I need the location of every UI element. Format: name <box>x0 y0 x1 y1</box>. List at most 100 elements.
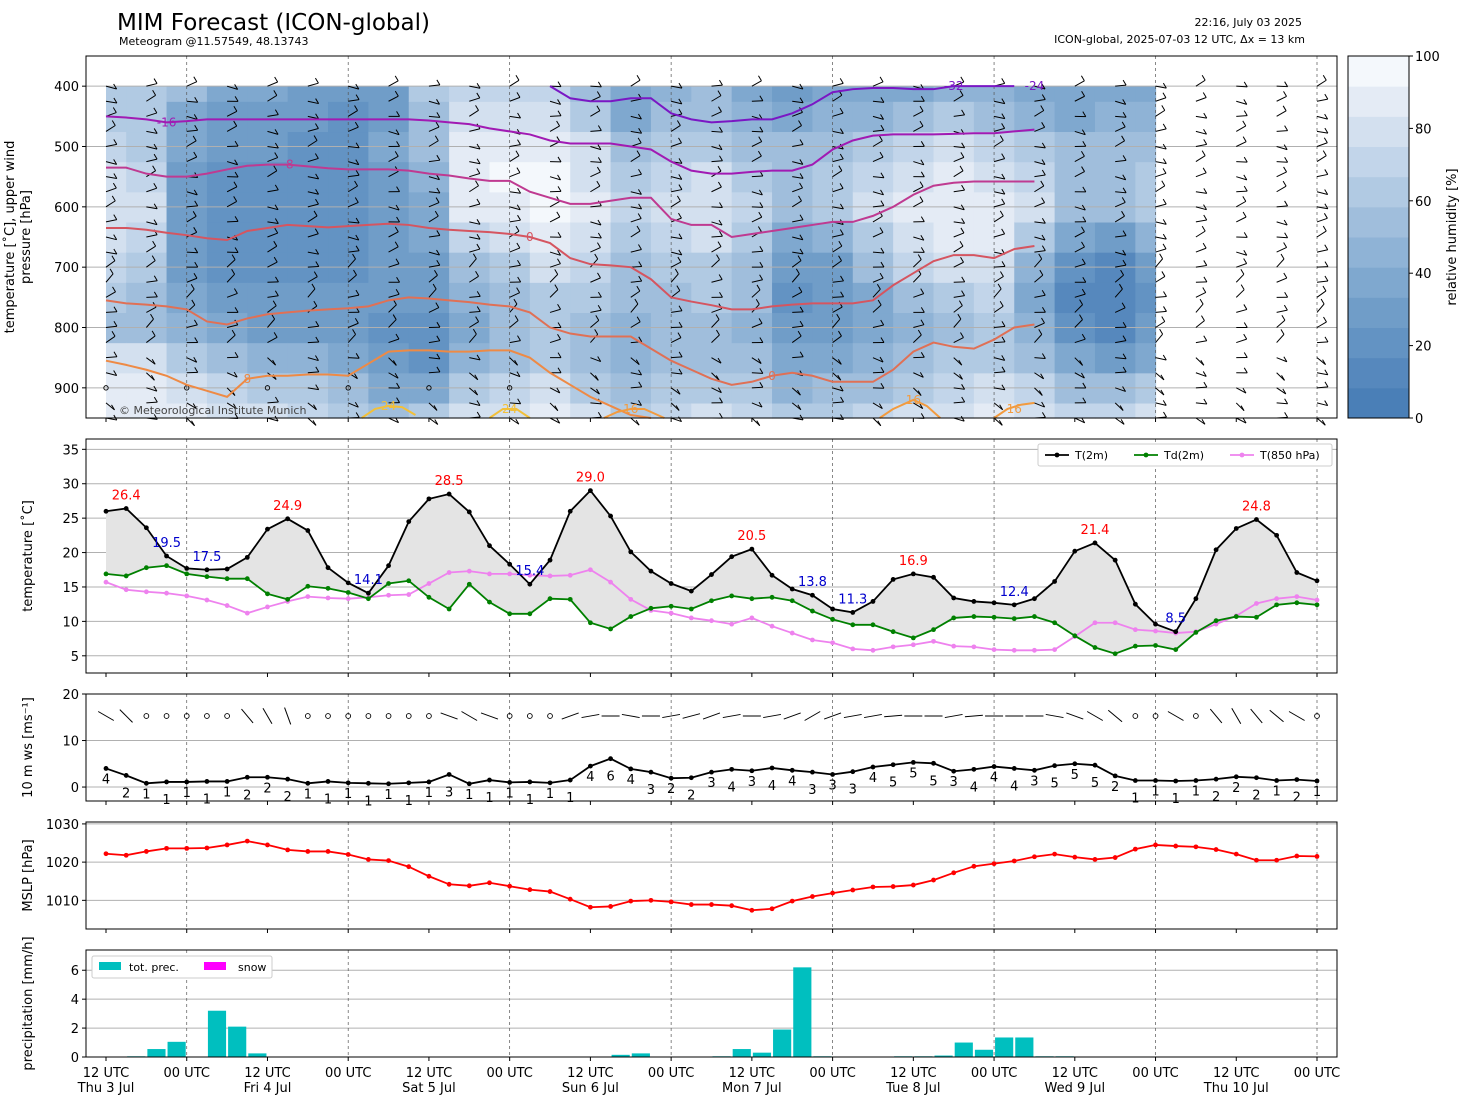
humidity-cell <box>852 402 894 419</box>
wind-barb-flag <box>1041 122 1046 128</box>
humidity-cell <box>1135 221 1157 253</box>
data-point <box>446 570 452 575</box>
data-point <box>285 776 291 782</box>
data-point <box>688 606 694 612</box>
wind-barb-flag <box>233 288 238 294</box>
wind-barb <box>1195 320 1205 328</box>
wind-barb-flag <box>715 375 720 381</box>
data-point <box>1173 629 1179 635</box>
humidity-cell <box>570 402 612 419</box>
data-point <box>305 849 311 854</box>
wind-barb-flag <box>1001 261 1006 267</box>
humidity-cell <box>206 86 248 102</box>
wind-barb-flag <box>1082 397 1087 403</box>
wind-barb-flag <box>436 187 441 194</box>
wind-speed-label: 5 <box>1050 777 1058 792</box>
wind-barb-flag <box>113 370 118 376</box>
data-point <box>1314 602 1320 608</box>
wind-barb-flag <box>1243 304 1248 310</box>
wind-speed-label: 3 <box>1030 774 1038 789</box>
wind-barb <box>590 205 602 208</box>
wind-barb-flag <box>193 151 198 158</box>
wind-barb <box>307 387 319 391</box>
data-point <box>810 894 815 899</box>
wind-barb <box>953 417 965 422</box>
data-point <box>1213 547 1219 553</box>
data-point <box>325 585 331 591</box>
wind-barb <box>469 248 481 253</box>
data-point <box>184 779 190 785</box>
wind-barb-flag <box>436 366 441 373</box>
wind-barb-flag <box>517 112 521 119</box>
wind-barb-flag <box>838 165 843 171</box>
wind-barb-flag <box>395 204 400 211</box>
wind-barb <box>1034 334 1043 343</box>
wind-barb-flag <box>1163 291 1167 297</box>
data-point <box>164 563 169 569</box>
wind-barb-flag <box>1001 384 1006 391</box>
wind-barb-flag <box>718 219 723 226</box>
wind-barb <box>751 289 761 298</box>
wind-barb <box>953 261 964 268</box>
wind-barb-flag <box>717 387 722 393</box>
wind-barb-flag <box>880 383 885 389</box>
wind-barb-flag <box>759 382 764 388</box>
calm-wind-marker <box>405 713 412 719</box>
wind-barb <box>348 174 360 178</box>
wind-barb <box>1236 338 1247 344</box>
wind-barb-flag <box>799 414 804 421</box>
wind-barb <box>307 203 319 208</box>
wind-barb-flag <box>718 106 722 112</box>
wind-barb <box>428 126 440 132</box>
wind-barb-flag <box>878 403 883 409</box>
wind-barb <box>872 129 884 132</box>
wind-barb <box>792 219 804 223</box>
wind-barb <box>1034 221 1046 224</box>
wind-barb <box>1034 98 1046 102</box>
wind-barb <box>711 235 723 238</box>
data-point <box>608 579 613 585</box>
wind-barb <box>469 402 481 406</box>
wind-barb <box>832 130 844 135</box>
x-tick-label: 12 UTC <box>567 1066 613 1081</box>
wind-barb <box>1115 100 1126 105</box>
wind-barb <box>993 158 1005 163</box>
wind-barb-flag <box>1243 333 1248 340</box>
wind-barb <box>1316 266 1329 268</box>
wind-barb <box>348 322 359 328</box>
wind-speed-label: 5 <box>1091 776 1099 791</box>
data-point <box>1254 601 1259 606</box>
data-point <box>244 838 250 844</box>
y-tick-label: 15 <box>62 581 79 596</box>
wind-barb <box>469 185 479 193</box>
wind-barb-flag <box>1122 322 1127 328</box>
wind-barb <box>105 219 117 223</box>
wind-barb-flag <box>920 95 925 102</box>
data-point <box>668 775 674 781</box>
wind-barb <box>105 402 115 411</box>
precipitation-bar <box>934 1055 953 1057</box>
wind-barb-flag <box>1203 260 1208 266</box>
wind-barb-flag <box>1242 417 1247 424</box>
wind-barb-flag <box>638 113 642 120</box>
wind-barb-flag <box>1041 245 1046 251</box>
wind-barb <box>872 176 884 179</box>
isotherm-label: 24 <box>381 399 396 413</box>
wind-barb-flag <box>1122 187 1127 194</box>
wind-barb <box>1276 221 1288 226</box>
wind-barb <box>549 201 560 208</box>
wind-barb-flag <box>1201 150 1206 156</box>
wind-barb-flag <box>634 298 639 305</box>
wind-barb <box>105 100 117 104</box>
data-point <box>567 896 573 902</box>
wind-barb <box>146 187 157 193</box>
wind-barb-flag <box>1284 156 1289 163</box>
wind-barb-flag <box>597 242 601 248</box>
wind-barb <box>953 170 964 178</box>
wind-barb-flag <box>838 255 842 262</box>
precipitation-bar <box>631 1053 650 1057</box>
wind-barb <box>953 387 965 390</box>
isotherm-label: -24 <box>1025 79 1045 93</box>
data-point <box>426 581 432 586</box>
x-tick-label: 00 UTC <box>971 1066 1017 1081</box>
